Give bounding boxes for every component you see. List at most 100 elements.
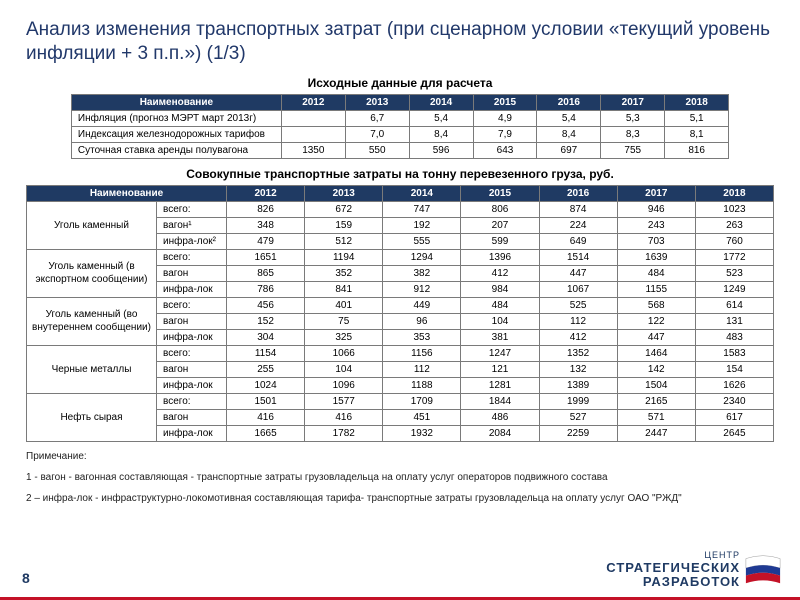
cell: 1249 [695, 281, 773, 297]
cell: 1772 [695, 249, 773, 265]
cell: 8,4 [537, 126, 601, 142]
cell: 7,0 [345, 126, 409, 142]
col-year: 2014 [383, 185, 461, 201]
table-row: Суточная ставка аренды полувагона1350550… [71, 142, 728, 158]
col-year: 2017 [601, 94, 665, 110]
cell: 1639 [617, 249, 695, 265]
cell: 243 [617, 217, 695, 233]
cell: 865 [227, 265, 305, 281]
cell: 550 [345, 142, 409, 158]
cell: 523 [695, 265, 773, 281]
col-year: 2013 [305, 185, 383, 201]
cell: 112 [539, 313, 617, 329]
cell [281, 110, 345, 126]
footnote-2: 2 – инфра-лок - инфраструктурно-локомоти… [26, 492, 774, 505]
flag-icon [744, 554, 782, 584]
slide-title: Анализ изменения транспортных затрат (пр… [26, 18, 774, 66]
cell: 5,4 [409, 110, 473, 126]
cell: 412 [461, 265, 539, 281]
cell: 8,4 [409, 126, 473, 142]
cell: 1155 [617, 281, 695, 297]
subrow-label: инфра-лок [157, 425, 227, 441]
cell: 755 [601, 142, 665, 158]
cell: 512 [305, 233, 383, 249]
cell: 192 [383, 217, 461, 233]
cell: 1504 [617, 377, 695, 393]
cell: 555 [383, 233, 461, 249]
cell: 2259 [539, 425, 617, 441]
cell: 599 [461, 233, 539, 249]
table-row: Уголь каменный (в экспортном сообщении)в… [27, 249, 774, 265]
row-label: Индексация железнодорожных тарифов [71, 126, 281, 142]
cell: 786 [227, 281, 305, 297]
table-row: Уголь каменныйвсего:82667274780687494610… [27, 201, 774, 217]
row-label: Суточная ставка аренды полувагона [71, 142, 281, 158]
cell: 1999 [539, 393, 617, 409]
cell: 416 [305, 409, 383, 425]
table2-caption: Совокупные транспортные затраты на тонну… [26, 167, 774, 181]
cell: 5,3 [601, 110, 665, 126]
cell: 1281 [461, 377, 539, 393]
table-row: Нефть сыраявсего:15011577170918441999216… [27, 393, 774, 409]
subrow-label: всего: [157, 201, 227, 217]
group-label: Уголь каменный (в экспортном сообщении) [27, 249, 157, 297]
logo-line2: СТРАТЕГИЧЕСКИХ [606, 560, 740, 575]
cell: 447 [617, 329, 695, 345]
cell: 2165 [617, 393, 695, 409]
cell: 946 [617, 201, 695, 217]
cell: 1583 [695, 345, 773, 361]
cell: 1501 [227, 393, 305, 409]
costs-table: Наименование2012201320142015201620172018… [26, 185, 774, 442]
cell: 484 [461, 297, 539, 313]
cell: 416 [227, 409, 305, 425]
col-year: 2012 [227, 185, 305, 201]
cell: 747 [383, 201, 461, 217]
cell: 8,1 [665, 126, 729, 142]
col-year: 2014 [409, 94, 473, 110]
cell: 486 [461, 409, 539, 425]
cell: 224 [539, 217, 617, 233]
cell: 104 [305, 361, 383, 377]
cell: 617 [695, 409, 773, 425]
cell: 451 [383, 409, 461, 425]
cell: 142 [617, 361, 695, 377]
cell: 1651 [227, 249, 305, 265]
cell: 643 [473, 142, 537, 158]
cell: 2084 [461, 425, 539, 441]
cell: 2645 [695, 425, 773, 441]
cell: 7,9 [473, 126, 537, 142]
cell: 841 [305, 281, 383, 297]
cell: 874 [539, 201, 617, 217]
table-row: Черные металлывсего:11541066115612471352… [27, 345, 774, 361]
cell: 456 [227, 297, 305, 313]
table-row: Инфляция (прогноз МЭРТ март 2013г)6,75,4… [71, 110, 728, 126]
group-label: Уголь каменный (во внутереннем сообщении… [27, 297, 157, 345]
cell: 112 [383, 361, 461, 377]
page-number: 8 [22, 570, 30, 586]
cell: 826 [227, 201, 305, 217]
cell [281, 126, 345, 142]
cell: 649 [539, 233, 617, 249]
subrow-label: вагон [157, 265, 227, 281]
cell: 207 [461, 217, 539, 233]
cell: 806 [461, 201, 539, 217]
cell: 1154 [227, 345, 305, 361]
cell: 760 [695, 233, 773, 249]
logo-line3: РАЗРАБОТОК [643, 574, 740, 589]
cell: 1188 [383, 377, 461, 393]
cell: 912 [383, 281, 461, 297]
cell: 1389 [539, 377, 617, 393]
footnote-label: Примечание: [26, 450, 774, 463]
cell: 525 [539, 297, 617, 313]
footnote-1: 1 - вагон - вагонная составляющая - тран… [26, 471, 774, 484]
cell: 484 [617, 265, 695, 281]
subrow-label: инфра-лок [157, 329, 227, 345]
cell: 104 [461, 313, 539, 329]
cell: 479 [227, 233, 305, 249]
cell: 672 [305, 201, 383, 217]
col-year: 2015 [461, 185, 539, 201]
slide-footer: 8 ЦЕНТР СТРАТЕГИЧЕСКИХ РАЗРАБОТОК [0, 548, 800, 600]
cell: 1096 [305, 377, 383, 393]
cell: 154 [695, 361, 773, 377]
col-year: 2013 [345, 94, 409, 110]
